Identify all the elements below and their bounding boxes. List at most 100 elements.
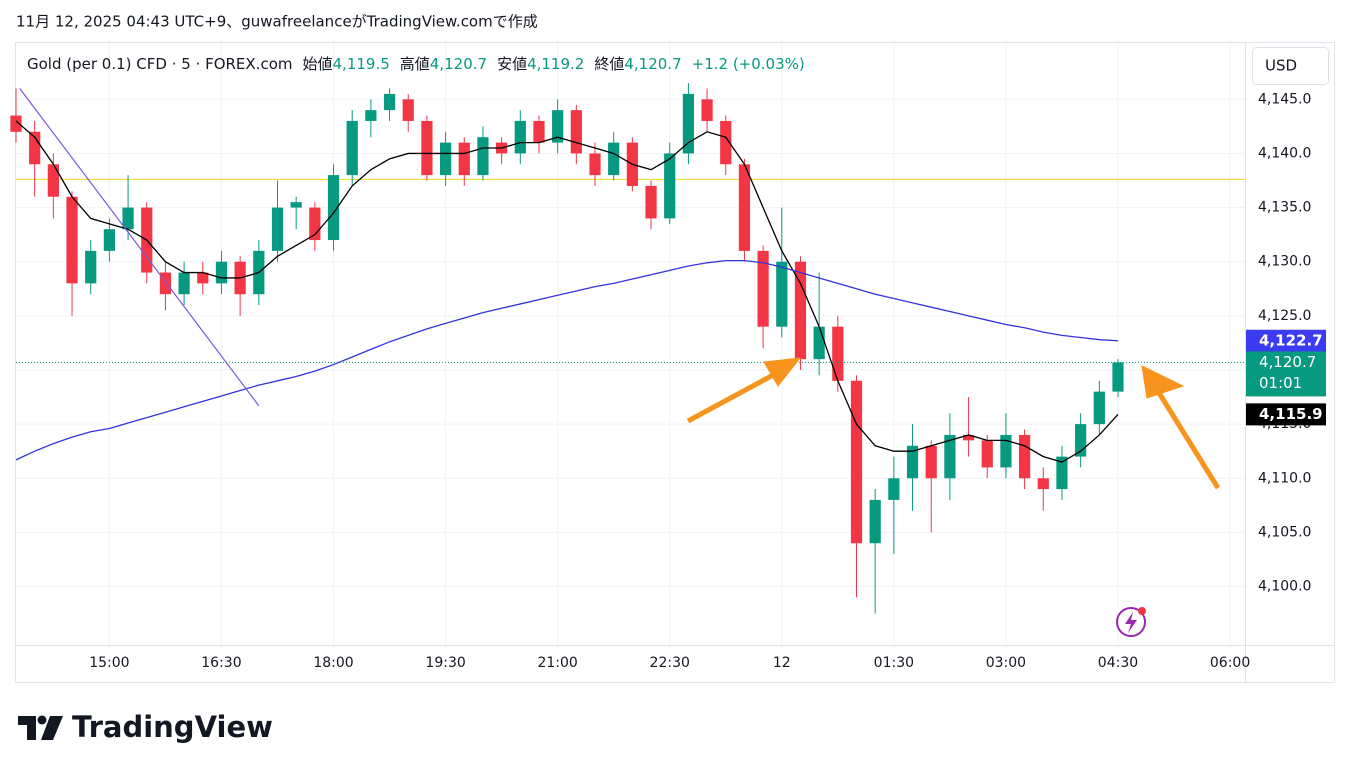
price-label: 4,115.9 [1259, 405, 1323, 423]
currency: USD [1265, 57, 1297, 75]
legend-value: 4,120.7 [430, 55, 487, 73]
candle-body [832, 326, 844, 381]
x-tick-label: 16:30 [201, 655, 241, 671]
arrow-head [1141, 365, 1185, 399]
x-tick-label: 12 [773, 655, 791, 671]
y-tick-label: 4,100.0 [1258, 579, 1311, 595]
candle-body [664, 153, 676, 219]
candle-body [757, 250, 769, 327]
candle-body [197, 272, 209, 284]
y-tick-label: 4,105.0 [1258, 524, 1311, 540]
candle-body [103, 229, 115, 251]
candle-body [1056, 456, 1068, 490]
legend-change: +1.2 (+0.03%) [692, 55, 805, 73]
candle-body [10, 115, 22, 132]
x-tick-label: 06:00 [1210, 655, 1250, 671]
candle-body [682, 93, 695, 154]
moving-average [15, 120, 1119, 463]
price-label-box [1246, 351, 1326, 397]
alert-bolt [1125, 612, 1137, 633]
y-tick-label: 4,110.0 [1258, 470, 1311, 486]
alert-icon[interactable] [1116, 607, 1146, 637]
candle-body [869, 499, 881, 544]
x-tick-label: 21:00 [537, 655, 577, 671]
y-tick-label: 4,130.0 [1258, 254, 1311, 270]
candle-body [570, 110, 582, 154]
legend-label: 高値 [400, 55, 430, 73]
candle-body [1075, 424, 1087, 457]
logo-v [41, 716, 63, 740]
legend-label: 始値 [303, 55, 333, 73]
price-label-box [1246, 329, 1326, 352]
plot [10, 83, 1245, 614]
candle-body [589, 153, 601, 176]
trend-line [19, 88, 260, 407]
candle-body [29, 131, 41, 165]
candle-body [981, 440, 993, 468]
x-tick-label: 01:30 [874, 655, 914, 671]
candle-body [1018, 434, 1031, 479]
price-label-countdown: 01:01 [1259, 374, 1302, 392]
candle-body [477, 137, 489, 176]
arrow-shaft [1153, 386, 1221, 490]
candle-body [533, 120, 545, 143]
y-tick-label: 4,140.0 [1258, 145, 1311, 161]
arrow-shaft [686, 371, 777, 424]
candle-body [159, 272, 172, 295]
legend-value: 4,119.2 [527, 55, 584, 73]
price-label-box [1246, 403, 1326, 426]
legend-value: 4,119.5 [333, 55, 390, 73]
candle-body [645, 185, 657, 219]
alert-circle [1116, 607, 1146, 637]
legend: Gold (per 0.1) CFD · 5 · FOREX.com 始値4,11… [27, 55, 805, 73]
candle-body [738, 164, 751, 251]
x-tick-label: 04:30 [1098, 655, 1138, 671]
candle-body [794, 261, 807, 360]
candle-body [439, 142, 452, 176]
candle-body [383, 93, 396, 111]
brand: TradingView [72, 710, 273, 744]
price-label: 4,122.7 [1259, 331, 1323, 349]
candle-body [944, 434, 956, 479]
caption: 11月 12, 2025 04:43 UTC+9、guwafreelanceがT… [16, 13, 538, 31]
candle-body [1000, 434, 1012, 468]
y-tick-label: 4,145.0 [1258, 91, 1311, 107]
brand-logo: TradingView [18, 710, 273, 744]
candle-body [906, 445, 919, 479]
candle-body [701, 99, 713, 121]
price-label: 4,120.7 [1259, 353, 1316, 371]
candle-body [402, 99, 414, 121]
y-tick-label: 4,125.0 [1258, 308, 1311, 324]
candle-body [122, 207, 134, 230]
candle-body [66, 196, 78, 284]
candle-body [85, 250, 97, 284]
candle-body [421, 120, 433, 176]
candle-body [813, 326, 825, 360]
candle-body [514, 120, 526, 154]
candle-body [776, 261, 788, 327]
candle-body [327, 175, 340, 241]
candle-body [346, 120, 358, 176]
candle-body [925, 445, 937, 479]
logo-dot [37, 715, 47, 725]
candle-body [309, 207, 321, 241]
candle-body [552, 110, 564, 143]
candle-body [1037, 478, 1049, 490]
annotation-arrows [686, 357, 1221, 490]
x-tick-label: 15:00 [89, 655, 129, 671]
candle-body [888, 478, 900, 500]
moving-average [15, 259, 1119, 461]
alert-dot [1138, 607, 1146, 615]
x-tick-label: 22:30 [650, 655, 690, 671]
currency-box[interactable] [1252, 47, 1329, 85]
candle-body [47, 164, 59, 197]
y-tick-label: 4,135.0 [1258, 200, 1311, 216]
legend-label: 安値 [497, 55, 527, 73]
candle-body [271, 207, 284, 251]
candle-body [608, 142, 620, 176]
candle-body [365, 110, 377, 121]
candle-body [1112, 362, 1124, 392]
candle-body [1093, 391, 1105, 425]
candle-body [178, 272, 190, 295]
candle-body [850, 380, 863, 544]
